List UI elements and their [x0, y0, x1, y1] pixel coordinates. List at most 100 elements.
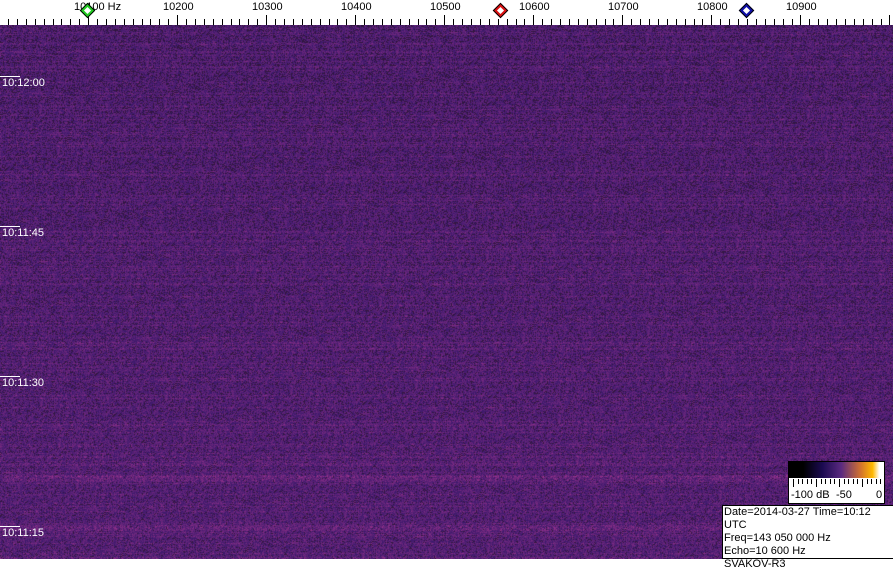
- frequency: Freq=143 050 000 Hz: [724, 532, 831, 544]
- minor-tick: [631, 19, 632, 25]
- frequency-axis: 10100 Hz 10200 10300 10400 10500 10600 10700 10…: [0, 0, 893, 25]
- minor-tick: [231, 19, 232, 25]
- minor-tick: [17, 19, 18, 25]
- minor-tick: [676, 19, 677, 25]
- x-tick-label: 10800: [697, 1, 728, 13]
- minor-tick: [587, 19, 588, 25]
- time-tick-label: 10:11:45: [0, 226, 45, 239]
- minor-tick: [70, 19, 71, 25]
- minor-tick: [640, 19, 641, 25]
- colorbar-tick: [875, 479, 877, 484]
- minor-tick: [516, 19, 517, 25]
- minor-tick: [8, 19, 9, 25]
- colorbar-tick: [839, 479, 840, 487]
- x-tick-label: 10300: [252, 1, 283, 13]
- minor-tick: [53, 19, 54, 25]
- minor-tick: [747, 19, 748, 25]
- minor-tick: [765, 19, 766, 25]
- minor-tick: [507, 19, 508, 25]
- minor-tick: [195, 19, 196, 25]
- time-tick-label: 10:11:15: [0, 526, 45, 539]
- colorbar-tick: [829, 479, 831, 484]
- major-tick: [711, 15, 712, 25]
- minor-tick: [720, 19, 721, 25]
- minor-tick: [783, 19, 784, 25]
- minor-tick: [667, 19, 668, 25]
- major-tick: [88, 15, 89, 25]
- minor-tick: [257, 19, 258, 25]
- minor-tick: [809, 19, 810, 25]
- echo-frequency: Echo=10 600 Hz: [724, 545, 806, 557]
- major-tick: [266, 15, 267, 25]
- minor-tick: [142, 19, 143, 25]
- minor-tick: [382, 19, 383, 25]
- time-tick-label: 10:12:00: [0, 76, 45, 89]
- major-tick: [177, 15, 178, 25]
- minor-tick: [186, 19, 187, 25]
- minor-tick: [275, 19, 276, 25]
- minor-tick: [115, 19, 116, 25]
- minor-tick: [569, 19, 570, 25]
- frequency-marker[interactable]: [738, 2, 755, 19]
- minor-tick: [168, 19, 169, 25]
- minor-tick: [293, 19, 294, 25]
- minor-tick: [524, 19, 525, 25]
- colorbar-label-mid: -50: [836, 489, 852, 501]
- minor-tick: [685, 19, 686, 25]
- colorbar-tick: [834, 479, 836, 484]
- colorbar-tick: [857, 479, 859, 484]
- station-name: SVAKOV-R3: [724, 558, 786, 570]
- minor-tick: [435, 19, 436, 25]
- minor-tick: [124, 19, 125, 25]
- minor-tick: [426, 19, 427, 25]
- minor-tick: [364, 19, 365, 25]
- x-tick-label: 10200: [163, 1, 194, 13]
- colorbar-tick: [793, 479, 794, 487]
- minor-tick: [694, 19, 695, 25]
- x-tick-label: 10700: [608, 1, 639, 13]
- colorbar-gradient: [789, 462, 884, 478]
- major-tick: [800, 15, 801, 25]
- minor-tick: [560, 19, 561, 25]
- minor-tick: [774, 19, 775, 25]
- minor-tick: [863, 19, 864, 25]
- minor-tick: [729, 19, 730, 25]
- minor-tick: [418, 19, 419, 25]
- minor-tick: [872, 19, 873, 25]
- colorbar-label-max: 0: [876, 489, 883, 501]
- minor-tick: [453, 19, 454, 25]
- spectrogram: [0, 25, 893, 559]
- minor-tick: [400, 19, 401, 25]
- date-time: Date=2014-03-27 Time=10:12 UTC: [724, 506, 871, 531]
- minor-tick: [248, 19, 249, 25]
- colorbar-tick: [871, 479, 873, 484]
- minor-tick: [471, 19, 472, 25]
- info-box: Date=2014-03-27 Time=10:12 UTC Freq=143 …: [722, 505, 893, 570]
- colorbar-tick: [816, 479, 817, 487]
- minor-tick: [79, 19, 80, 25]
- minor-tick: [605, 19, 606, 25]
- minor-tick: [35, 19, 36, 25]
- minor-tick: [133, 19, 134, 25]
- minor-tick: [284, 19, 285, 25]
- minor-tick: [462, 19, 463, 25]
- minor-tick: [213, 19, 214, 25]
- minor-tick: [311, 19, 312, 25]
- minor-tick: [409, 19, 410, 25]
- minor-tick: [792, 19, 793, 25]
- colorbar-tick: [848, 479, 850, 484]
- colorbar-tick: [880, 479, 882, 484]
- minor-tick: [159, 19, 160, 25]
- minor-tick: [542, 19, 543, 25]
- minor-tick: [346, 19, 347, 25]
- x-tick-label: 10600: [519, 1, 550, 13]
- colorbar-label-min: -100 dB: [791, 489, 830, 501]
- minor-tick: [222, 19, 223, 25]
- minor-tick: [329, 19, 330, 25]
- colorbar: -100 dB -50 0: [788, 461, 885, 504]
- frequency-marker[interactable]: [492, 2, 509, 19]
- minor-tick: [596, 19, 597, 25]
- minor-tick: [613, 19, 614, 25]
- minor-tick: [44, 19, 45, 25]
- major-tick: [533, 15, 534, 25]
